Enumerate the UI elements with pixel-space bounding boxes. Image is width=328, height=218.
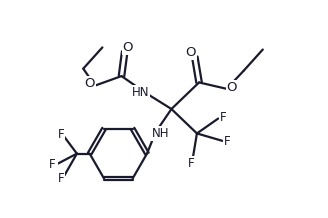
Text: F: F [58, 172, 64, 185]
Text: HN: HN [132, 85, 149, 99]
Text: NH: NH [152, 127, 170, 140]
Text: F: F [49, 158, 56, 171]
Text: F: F [58, 128, 64, 141]
Text: F: F [188, 157, 195, 170]
Text: O: O [123, 41, 133, 54]
Text: O: O [84, 77, 95, 90]
Text: F: F [224, 135, 230, 148]
Text: O: O [185, 46, 196, 59]
Text: F: F [219, 111, 226, 124]
Text: O: O [227, 81, 237, 94]
